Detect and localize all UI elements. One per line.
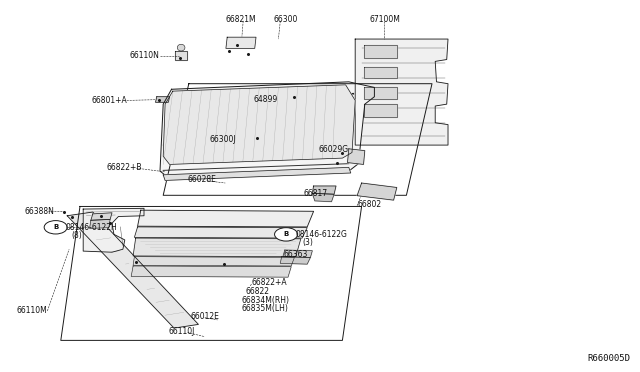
Polygon shape <box>348 149 365 164</box>
Text: (3): (3) <box>302 238 313 247</box>
Text: 66012E: 66012E <box>191 312 220 321</box>
Text: 66835M(LH): 66835M(LH) <box>242 304 289 312</box>
Polygon shape <box>90 219 110 228</box>
Polygon shape <box>312 186 336 194</box>
Polygon shape <box>156 97 170 102</box>
Text: 66029G: 66029G <box>319 145 349 154</box>
Polygon shape <box>355 39 448 145</box>
Polygon shape <box>364 67 397 78</box>
Polygon shape <box>175 51 187 60</box>
Text: 08146-6122H: 08146-6122H <box>65 223 117 232</box>
Text: B: B <box>284 231 289 237</box>
Text: 64899: 64899 <box>253 95 278 104</box>
Text: 66834M(RH): 66834M(RH) <box>242 296 290 305</box>
Polygon shape <box>134 227 307 238</box>
Polygon shape <box>364 104 397 117</box>
Ellipse shape <box>177 44 185 51</box>
Polygon shape <box>131 266 291 277</box>
Text: 66300J: 66300J <box>210 135 237 144</box>
Polygon shape <box>280 257 310 264</box>
Polygon shape <box>357 183 397 200</box>
Text: 66821M: 66821M <box>226 15 257 24</box>
Text: 66817: 66817 <box>303 189 328 198</box>
Text: B: B <box>53 224 58 230</box>
Circle shape <box>44 221 67 234</box>
Circle shape <box>275 228 298 241</box>
Text: 66822: 66822 <box>245 287 269 296</box>
Polygon shape <box>163 85 355 164</box>
Text: 66801+A: 66801+A <box>92 96 127 105</box>
Text: 08146-6122G: 08146-6122G <box>296 230 348 239</box>
Polygon shape <box>133 257 294 266</box>
Text: 66110M: 66110M <box>17 307 47 315</box>
Text: (8): (8) <box>72 231 83 240</box>
Polygon shape <box>133 238 301 257</box>
Polygon shape <box>67 212 198 328</box>
Polygon shape <box>364 45 397 58</box>
Text: 66110J: 66110J <box>168 327 195 336</box>
Text: 66300: 66300 <box>274 15 298 24</box>
Text: 66363: 66363 <box>284 250 308 259</box>
Text: 66822+B: 66822+B <box>106 163 141 172</box>
Polygon shape <box>312 193 334 202</box>
Polygon shape <box>163 167 351 180</box>
Polygon shape <box>160 82 374 179</box>
Text: 66822+A: 66822+A <box>252 278 287 287</box>
Polygon shape <box>83 208 144 252</box>
Text: 67100M: 67100M <box>370 15 401 24</box>
Polygon shape <box>283 250 312 257</box>
Text: 66110N: 66110N <box>130 51 160 60</box>
Text: 66802: 66802 <box>357 200 381 209</box>
Polygon shape <box>226 37 256 48</box>
Text: R660005D: R660005D <box>588 354 630 363</box>
Polygon shape <box>364 87 397 99</box>
Text: 66388N: 66388N <box>24 207 54 216</box>
Polygon shape <box>138 210 314 227</box>
Polygon shape <box>91 213 112 220</box>
Text: 66028E: 66028E <box>188 175 216 184</box>
